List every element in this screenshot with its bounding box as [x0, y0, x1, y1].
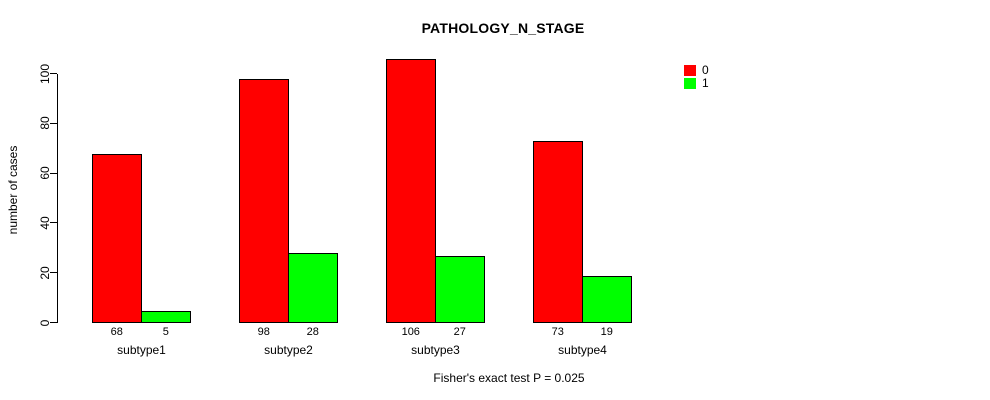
bar-value-label: 28 [306, 326, 319, 338]
chart-title: PATHOLOGY_N_STAGE [421, 20, 585, 36]
y-tick [50, 172, 57, 174]
bar-subtype1-0 [92, 153, 142, 323]
x-category-label: subtype4 [558, 343, 607, 357]
y-tick-label-text: 100 [38, 63, 52, 84]
y-tick [50, 322, 57, 323]
legend-swatch-0 [684, 65, 696, 76]
y-tick-label-text: 80 [38, 116, 52, 130]
x-category-label: subtype1 [117, 343, 166, 357]
y-tick-label-text: 40 [38, 216, 52, 230]
y-axis-line [57, 74, 58, 323]
y-tick [50, 222, 57, 224]
x-category-label: subtype3 [411, 343, 460, 357]
bar-value-label: 73 [551, 326, 564, 338]
y-tick [50, 272, 57, 274]
legend-label: 0 [702, 63, 709, 77]
bar-subtype2-0 [239, 78, 289, 323]
fisher-test-annotation: Fisher's exact test P = 0.025 [433, 371, 585, 385]
bar-value-label: 27 [453, 326, 466, 338]
bar-subtype1-1 [140, 310, 191, 323]
bar-subtype4-0 [533, 141, 583, 323]
bar-value-label: 98 [257, 326, 270, 338]
legend-row: 0 [684, 64, 709, 77]
y-tick-label-text: 0 [38, 319, 52, 326]
bar-value-label: 19 [600, 326, 613, 338]
y-tick [50, 73, 57, 74]
legend-label: 1 [702, 76, 709, 90]
legend-row: 1 [684, 77, 709, 90]
bar-subtype3-0 [386, 59, 436, 323]
bar-subtype4-1 [581, 275, 632, 323]
bar-subtype2-1 [287, 253, 338, 323]
bar-subtype3-1 [434, 255, 485, 323]
x-category-label: subtype2 [264, 343, 313, 357]
legend-swatch-1 [684, 78, 696, 89]
y-tick [50, 122, 57, 124]
bar-value-label: 5 [162, 326, 169, 338]
bar-value-label: 68 [110, 326, 123, 338]
y-tick-label-text: 20 [38, 266, 52, 280]
bar-value-label: 106 [401, 326, 420, 338]
y-tick-label-text: 60 [38, 166, 52, 180]
